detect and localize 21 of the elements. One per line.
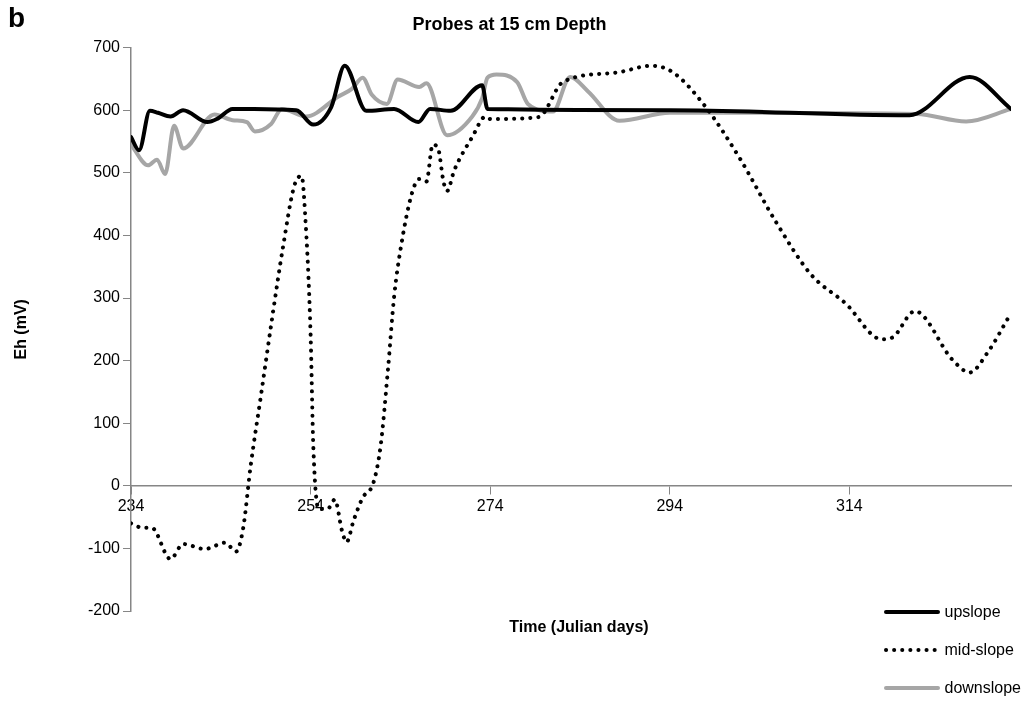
y-tick-label: -100 [87, 538, 121, 556]
y-tick-label: 400 [93, 225, 121, 243]
y-tick-label: 600 [93, 100, 121, 118]
y-tick-label: -200 [87, 601, 121, 619]
y-tick-label: 100 [93, 413, 121, 431]
y-tick-label: 300 [93, 288, 121, 306]
x-axis-title: Time (Julian days) [509, 618, 649, 635]
x-tick-label: 234 [117, 496, 145, 514]
y-tick-label: 500 [93, 163, 121, 181]
y-tick-label: 0 [111, 476, 121, 494]
chart-title: Probes at 15 cm Depth [412, 13, 607, 34]
legend-label: downslope [944, 679, 1021, 697]
x-tick-label: 314 [836, 496, 863, 514]
legend-label: upslope [944, 603, 1001, 621]
x-tick-label: 294 [656, 496, 684, 514]
y-tick-label: 200 [93, 351, 121, 369]
y-axis-title: Eh (mV) [12, 299, 30, 360]
text: b [8, 2, 26, 34]
y-tick-label: 700 [93, 38, 121, 56]
legend-label: mid-slope [944, 641, 1014, 659]
x-tick-label: 274 [476, 496, 504, 514]
